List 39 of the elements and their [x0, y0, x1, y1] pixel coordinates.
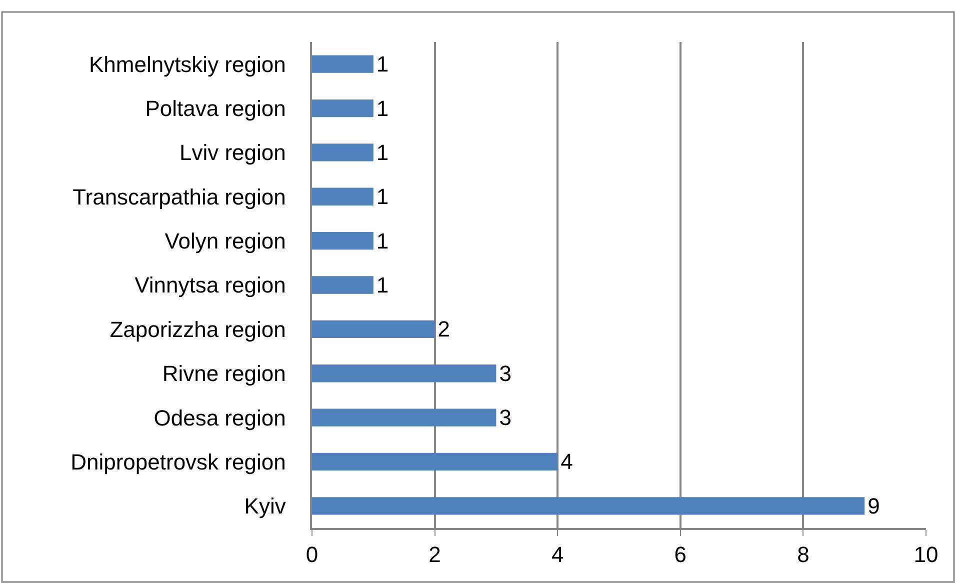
- x-tick-label: 4: [551, 542, 564, 568]
- bar: [312, 364, 496, 382]
- bar: [312, 408, 496, 426]
- data-label: 1: [376, 228, 389, 254]
- data-label: 3: [499, 405, 512, 430]
- y-tick-label: Rivne region: [162, 361, 286, 386]
- y-tick-label: Transcarpathia region: [72, 184, 286, 210]
- y-tick-label: Volyn region: [164, 228, 286, 254]
- data-label: 1: [376, 96, 389, 121]
- data-label: 4: [560, 449, 573, 474]
- data-label: 1: [376, 272, 389, 298]
- data-label: 2: [438, 316, 450, 342]
- y-tick-label: Zaporizzha region: [110, 316, 286, 342]
- x-tick-label: 10: [914, 542, 938, 568]
- bar: [312, 99, 374, 118]
- y-tick-label: Poltava region: [145, 96, 286, 121]
- bar: [312, 55, 374, 73]
- y-tick-label: Khmelnytskiy region: [88, 52, 286, 77]
- data-label: 1: [376, 184, 389, 210]
- data-label: 9: [868, 493, 880, 518]
- bar: [312, 144, 374, 162]
- bar: [312, 452, 558, 471]
- data-label: 3: [499, 360, 512, 386]
- bar: [312, 320, 435, 338]
- y-tick-label: Vinnytsa region: [134, 272, 286, 298]
- bar: [312, 497, 865, 515]
- y-tick-label: Kyiv: [244, 494, 286, 519]
- y-tick-label: Odesa region: [154, 405, 286, 430]
- y-tick-label: Dnipropetrovsk region: [70, 449, 286, 474]
- x-tick-label: 6: [674, 542, 687, 568]
- bar: [312, 188, 374, 206]
- y-tick-label: Lviv region: [179, 140, 286, 166]
- x-tick-label: 0: [306, 542, 318, 568]
- x-tick-label: 8: [797, 542, 810, 568]
- bar: [312, 232, 374, 250]
- x-tick-label: 2: [428, 542, 441, 568]
- data-label: 1: [376, 52, 389, 77]
- data-label: 1: [376, 140, 389, 165]
- bar: [312, 276, 374, 294]
